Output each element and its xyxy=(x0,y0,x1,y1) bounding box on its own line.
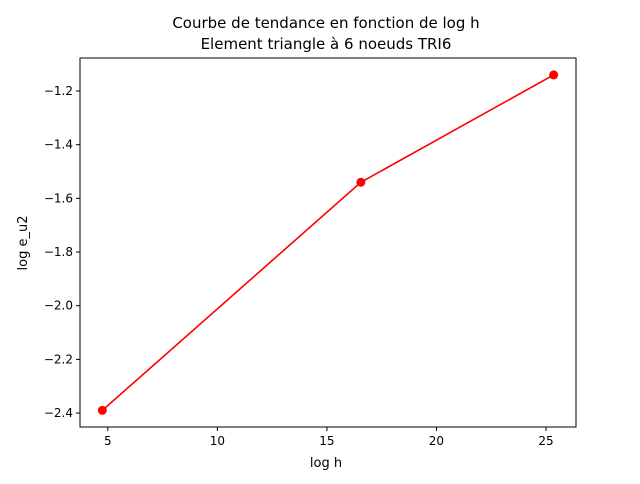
y-tick-label: −2.0 xyxy=(44,299,73,313)
y-axis-label: log e_u2 xyxy=(16,216,31,271)
x-axis-label: log h xyxy=(310,456,342,471)
axes xyxy=(79,57,577,428)
y-tick-label: −1.2 xyxy=(44,84,73,98)
x-tick-label: 25 xyxy=(538,434,553,448)
y-tick-label: −1.8 xyxy=(44,245,73,259)
x-tick-label: 10 xyxy=(210,434,225,448)
plot-frame xyxy=(79,57,577,428)
chart-subtitle: Element triangle à 6 noeuds TRI6 xyxy=(201,35,452,53)
series xyxy=(97,70,559,415)
data-point xyxy=(549,70,559,80)
y-tick-label: −1.4 xyxy=(44,138,73,152)
y-tick-label: −2.4 xyxy=(44,406,73,420)
chart-title: Courbe de tendance en fonction de log h xyxy=(172,14,479,32)
x-tick-label: 15 xyxy=(319,434,334,448)
data-point xyxy=(356,177,366,187)
y-tick-label: −2.2 xyxy=(44,352,73,366)
x-tick-label: 5 xyxy=(104,434,112,448)
data-point xyxy=(97,405,107,415)
y-tick-label: −1.6 xyxy=(44,191,73,205)
ticks: 5 10 15 20 25 −2.4 −2.2 −2.0 −1.8 −1.6 −1.4 −1.2 xyxy=(44,84,554,448)
x-tick-label: 20 xyxy=(429,434,444,448)
